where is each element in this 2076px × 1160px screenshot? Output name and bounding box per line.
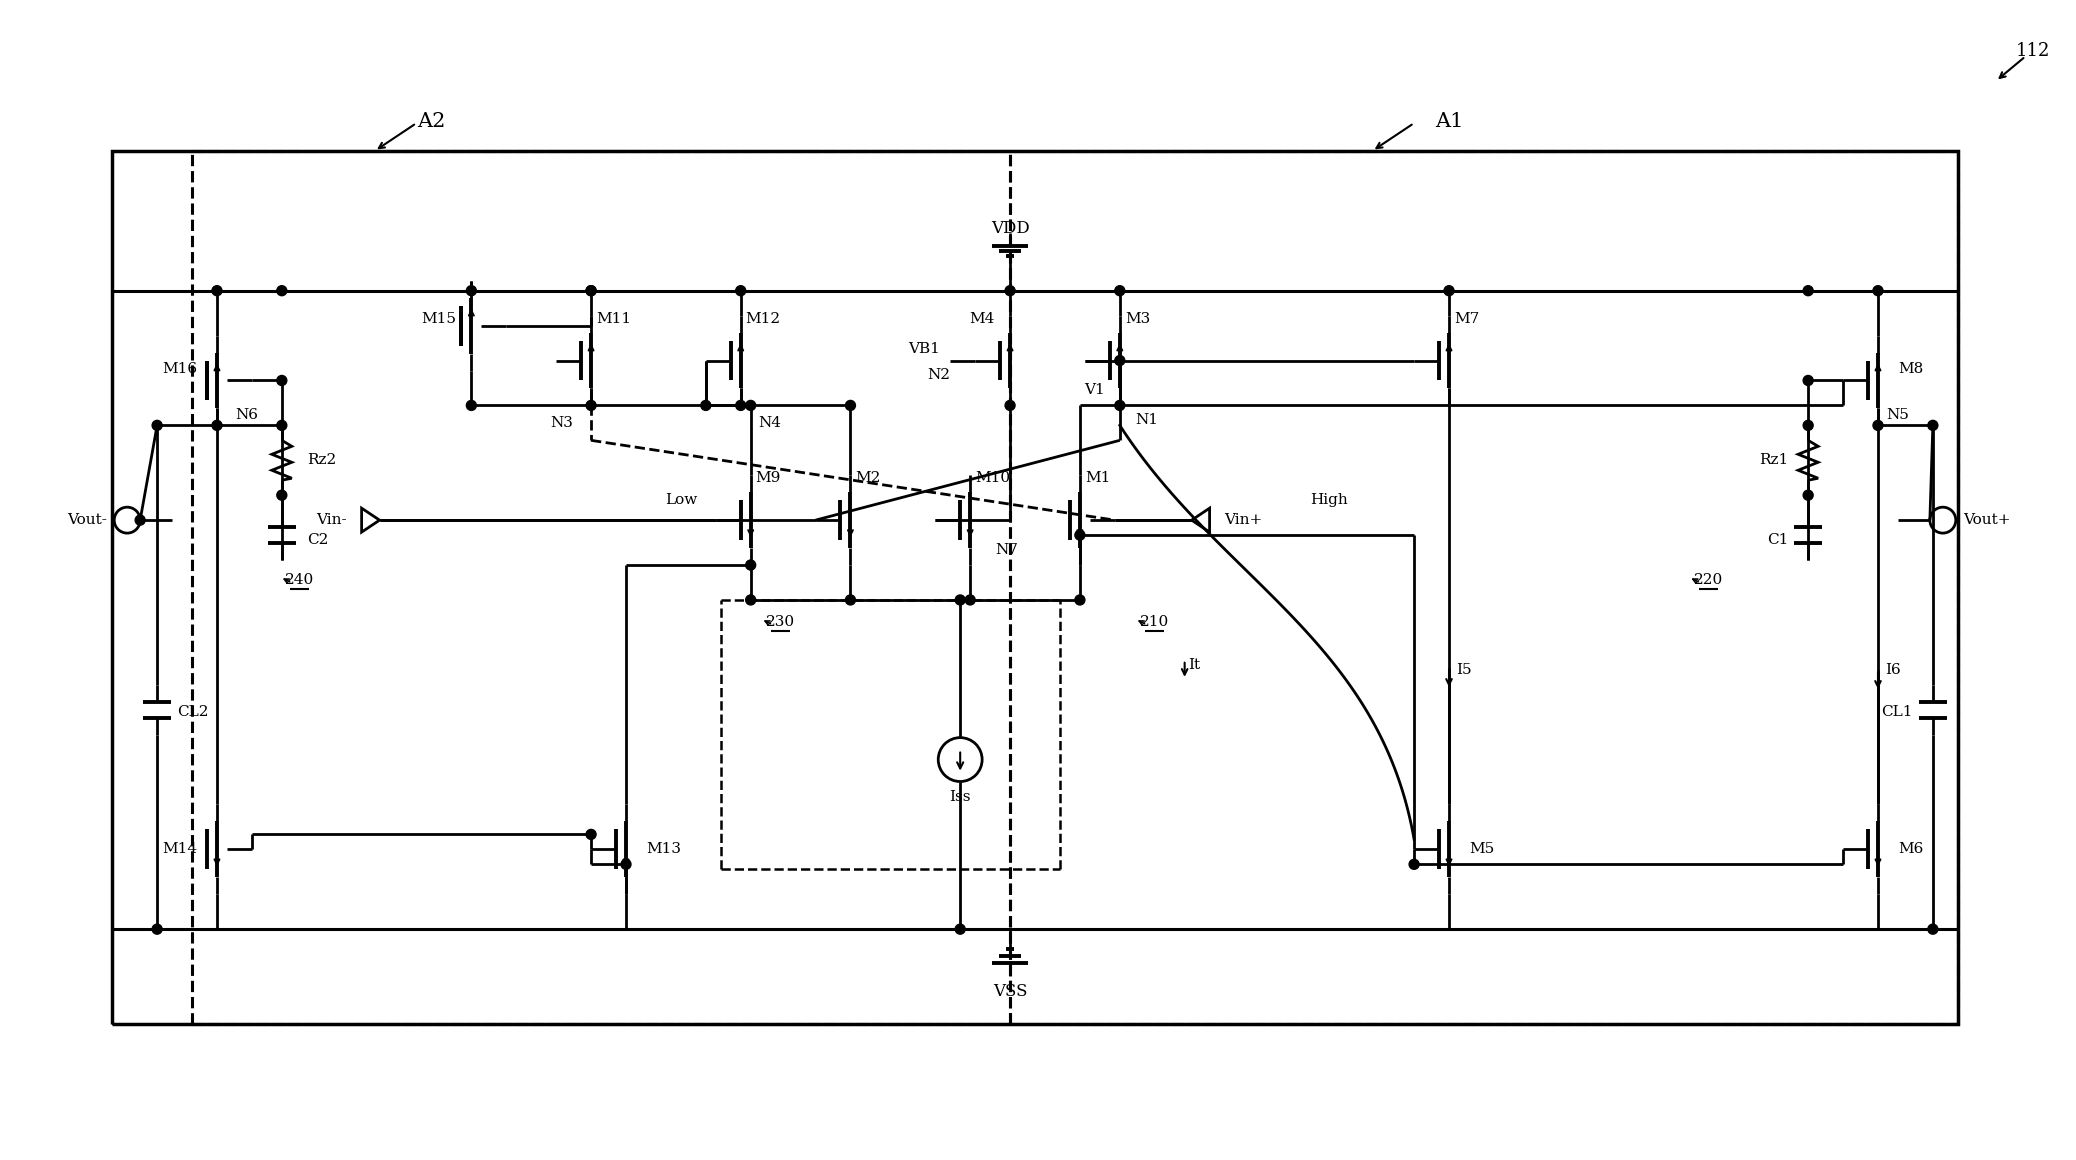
Circle shape	[965, 595, 976, 606]
Text: M11: M11	[596, 312, 631, 326]
Text: I6: I6	[1885, 662, 1902, 676]
Circle shape	[1804, 420, 1812, 430]
Text: N5: N5	[1887, 408, 1910, 422]
Circle shape	[1873, 420, 1883, 430]
Text: M13: M13	[646, 842, 681, 856]
Circle shape	[1075, 595, 1086, 606]
Text: C2: C2	[307, 534, 328, 548]
Text: Vin+: Vin+	[1225, 513, 1262, 527]
Circle shape	[467, 400, 475, 411]
Text: M4: M4	[969, 312, 994, 326]
Circle shape	[955, 595, 965, 606]
Circle shape	[1075, 530, 1086, 541]
Circle shape	[955, 925, 965, 934]
Circle shape	[585, 400, 596, 411]
Text: N6: N6	[235, 408, 257, 422]
Circle shape	[212, 285, 222, 296]
Circle shape	[735, 400, 745, 411]
Circle shape	[1804, 491, 1812, 500]
Text: M15: M15	[421, 312, 457, 326]
Text: I5: I5	[1455, 662, 1472, 676]
Circle shape	[276, 285, 286, 296]
Text: M1: M1	[1086, 471, 1111, 485]
Text: M2: M2	[855, 471, 880, 485]
Circle shape	[1115, 400, 1125, 411]
Circle shape	[1804, 376, 1812, 385]
Text: It: It	[1190, 658, 1200, 672]
Text: 240: 240	[284, 573, 313, 587]
Circle shape	[135, 515, 145, 525]
Text: 112: 112	[2016, 42, 2049, 60]
Text: M8: M8	[1897, 362, 1922, 376]
Text: Rz2: Rz2	[307, 454, 336, 467]
Text: M7: M7	[1453, 312, 1480, 326]
Circle shape	[1873, 285, 1883, 296]
Text: N4: N4	[758, 416, 783, 430]
Circle shape	[1929, 420, 1937, 430]
Text: M5: M5	[1470, 842, 1495, 856]
Circle shape	[1115, 355, 1125, 365]
Circle shape	[585, 285, 596, 296]
Text: VSS: VSS	[992, 983, 1028, 1000]
Text: N2: N2	[928, 369, 951, 383]
Text: 210: 210	[1140, 615, 1169, 629]
Circle shape	[276, 376, 286, 385]
Text: Rz1: Rz1	[1758, 454, 1787, 467]
Circle shape	[1445, 285, 1453, 296]
Text: M14: M14	[162, 842, 197, 856]
Text: N7: N7	[994, 543, 1017, 557]
Text: A1: A1	[1435, 111, 1464, 131]
Text: Vin-: Vin-	[316, 513, 347, 527]
Text: 220: 220	[1694, 573, 1723, 587]
Text: C1: C1	[1767, 534, 1787, 548]
Text: N3: N3	[550, 416, 573, 430]
Circle shape	[845, 400, 855, 411]
Text: 230: 230	[766, 615, 795, 629]
Text: Low: Low	[664, 493, 698, 507]
Circle shape	[212, 420, 222, 430]
Circle shape	[276, 420, 286, 430]
Text: VDD: VDD	[990, 220, 1030, 238]
Circle shape	[621, 860, 631, 869]
Circle shape	[1929, 925, 1937, 934]
Circle shape	[1804, 285, 1812, 296]
Text: A2: A2	[417, 111, 446, 131]
Text: Vout+: Vout+	[1962, 513, 2010, 527]
Circle shape	[845, 595, 855, 606]
Circle shape	[467, 285, 475, 296]
Text: Vout-: Vout-	[66, 513, 108, 527]
Text: M6: M6	[1897, 842, 1922, 856]
Text: VB1: VB1	[909, 341, 940, 356]
Circle shape	[585, 829, 596, 840]
Text: M3: M3	[1125, 312, 1150, 326]
Circle shape	[152, 925, 162, 934]
Circle shape	[702, 400, 710, 411]
Circle shape	[1410, 860, 1420, 869]
Circle shape	[1115, 285, 1125, 296]
Text: CL2: CL2	[176, 704, 208, 719]
Text: M16: M16	[162, 362, 197, 376]
Text: CL1: CL1	[1881, 704, 1912, 719]
Text: Iss: Iss	[949, 790, 972, 805]
Circle shape	[735, 285, 745, 296]
Circle shape	[745, 400, 756, 411]
Circle shape	[1005, 285, 1015, 296]
Circle shape	[745, 560, 756, 570]
Circle shape	[152, 420, 162, 430]
Text: M9: M9	[756, 471, 781, 485]
Text: N1: N1	[1136, 413, 1158, 427]
Circle shape	[1005, 400, 1015, 411]
Circle shape	[745, 595, 756, 606]
Circle shape	[585, 285, 596, 296]
Text: M12: M12	[745, 312, 781, 326]
Circle shape	[276, 491, 286, 500]
Text: M10: M10	[976, 471, 1011, 485]
Text: V1: V1	[1084, 384, 1104, 398]
Text: High: High	[1310, 493, 1347, 507]
